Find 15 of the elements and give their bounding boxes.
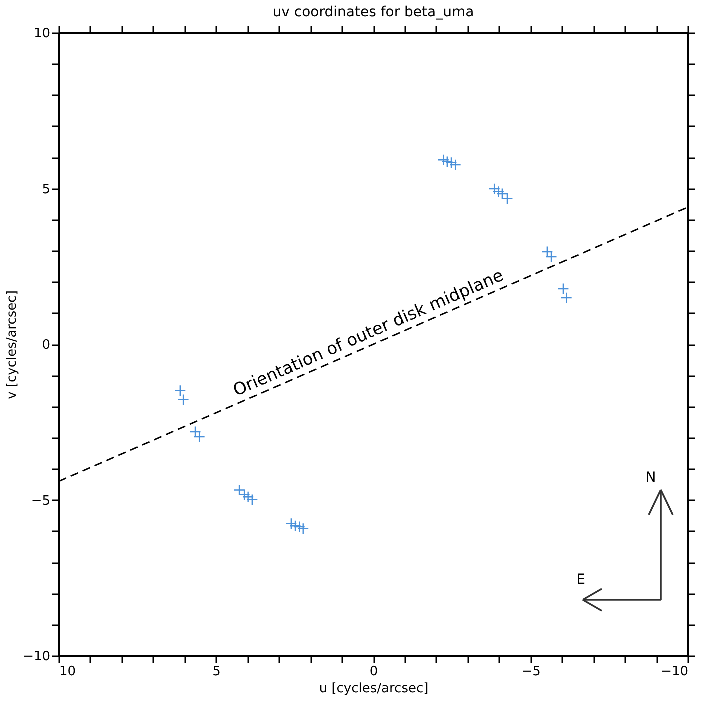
x-tick-label: −5 <box>522 664 541 680</box>
x-tick-label: −10 <box>661 664 688 680</box>
annotation: E <box>576 572 586 588</box>
x-tick-label: 0 <box>370 664 378 680</box>
y-tick-label: −5 <box>31 494 50 509</box>
chart-title: uv coordinates for beta_uma <box>272 4 474 20</box>
x-tick-label: 5 <box>212 664 221 680</box>
x-axis-title: u [cycles/arcsec] <box>319 682 429 696</box>
x-tick-label: 10 <box>60 664 76 680</box>
y-tick-label: 10 <box>34 26 50 42</box>
y-axis-title: v [cycles/arcsec] <box>5 290 20 400</box>
y-tick-label: 5 <box>42 182 50 198</box>
annotation: N <box>646 470 656 486</box>
y-tick-label: −10 <box>23 650 50 664</box>
y-tick-label: 0 <box>42 338 50 353</box>
